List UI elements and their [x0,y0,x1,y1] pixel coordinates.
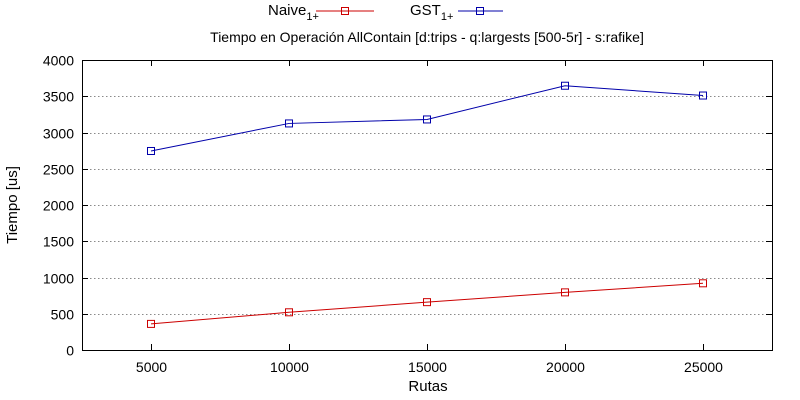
series-group [147,81,707,328]
data-point-gst [147,146,155,155]
legend-marker-gst [476,7,484,15]
legend-label-gst: GST1+ [410,2,453,23]
data-point-naive [699,279,707,288]
x-tick-label: 10000 [270,359,309,375]
x-tick-label: 20000 [546,359,585,375]
x-tick-label: 25000 [684,359,723,375]
data-point-gst [561,81,569,90]
y-tick-label: 1000 [43,271,74,287]
y-tick-label: 1500 [43,234,74,250]
y-tick-label: 2000 [43,198,74,214]
chart-title: Tiempo en Operación AllContain [d:trips … [210,29,644,45]
grid [82,96,772,315]
data-point-naive [285,308,293,317]
data-point-gst [699,91,707,100]
y-tick-label: 4000 [43,53,74,69]
series-line-naive [150,282,704,325]
data-point-naive [561,288,569,297]
data-point-naive [423,298,431,307]
data-point-gst [285,119,293,128]
y-tick-label: 2500 [43,162,74,178]
x-axis: 5000 10000 15000 20000 25000 [136,60,723,375]
legend-item-naive: Naive1+ [268,2,374,23]
y-tick-label: 500 [51,307,75,323]
legend-marker-naive [341,7,349,15]
x-tick-label: 5000 [136,359,167,375]
y-axis-label: Tiempo [us] [4,166,21,244]
x-axis-label: Rutas [408,378,447,395]
x-tick-label: 15000 [408,359,447,375]
y-axis: 0 500 1000 1500 2000 2500 3000 3500 4000 [43,53,772,359]
legend: Naive1+ GST1+ [268,2,503,23]
data-point-naive [147,319,155,328]
y-tick-label: 3500 [43,89,74,105]
y-tick-label: 3000 [43,126,74,142]
y-tick-label: 0 [66,343,74,359]
legend-label-naive: Naive1+ [268,2,319,23]
legend-item-gst: GST1+ [410,2,503,23]
data-point-gst [423,115,431,124]
series-line-gst [150,85,704,152]
